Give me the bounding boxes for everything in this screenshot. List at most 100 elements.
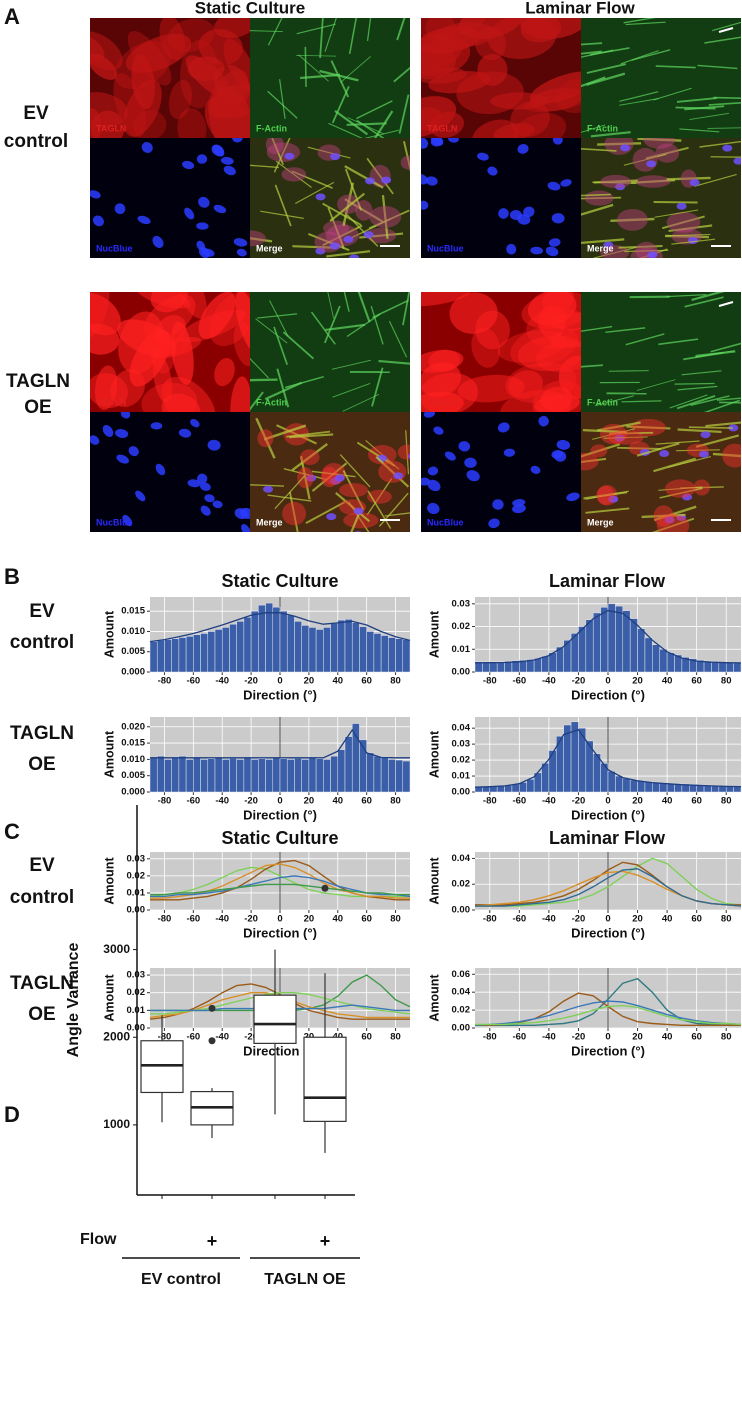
nucleus bbox=[393, 472, 404, 480]
group-label: EV control bbox=[141, 1271, 221, 1288]
fiber bbox=[610, 217, 655, 222]
y-tick-label: 0.010 bbox=[121, 626, 145, 637]
fiber bbox=[713, 96, 741, 100]
cell bbox=[665, 479, 696, 498]
fiber bbox=[250, 483, 285, 487]
nucleus bbox=[178, 428, 192, 438]
fiber bbox=[618, 245, 663, 249]
fiber bbox=[619, 91, 659, 102]
nucleus bbox=[547, 181, 561, 191]
row-label: TAGLN OE bbox=[10, 723, 74, 775]
nucleus bbox=[196, 222, 209, 230]
fiber bbox=[583, 491, 628, 500]
nucleus bbox=[137, 215, 151, 225]
fiber bbox=[697, 64, 738, 70]
x-tick-label: 40 bbox=[662, 796, 673, 807]
y-tick-label: 0.01 bbox=[127, 1005, 146, 1016]
x-tick-label: -60 bbox=[186, 676, 200, 687]
bar bbox=[388, 759, 396, 793]
fiber bbox=[636, 379, 676, 391]
fiber bbox=[331, 85, 350, 124]
x-tick-label: 40 bbox=[332, 914, 343, 925]
cell bbox=[314, 231, 344, 253]
image-background bbox=[581, 292, 741, 412]
bar bbox=[402, 639, 411, 673]
y-tick-label: 0.00 bbox=[452, 667, 471, 678]
cell bbox=[655, 143, 680, 163]
nucleus bbox=[689, 179, 700, 187]
fiber bbox=[669, 394, 708, 409]
cell bbox=[94, 365, 118, 411]
image-quadrant bbox=[581, 18, 741, 138]
nucleus bbox=[152, 235, 164, 249]
bar bbox=[380, 635, 389, 673]
fiber bbox=[581, 325, 613, 334]
bar bbox=[637, 628, 646, 673]
fiber bbox=[677, 428, 722, 434]
x-tick-label: 80 bbox=[390, 796, 401, 807]
nucleus bbox=[213, 144, 225, 157]
y-axis-label: Amount bbox=[102, 730, 116, 778]
nucleus bbox=[354, 531, 362, 532]
x-axis-label: Direction (°) bbox=[243, 807, 317, 822]
x-tick-label: -40 bbox=[542, 796, 556, 807]
fiber bbox=[625, 333, 665, 346]
fiber bbox=[342, 470, 365, 511]
channel-label: Merge bbox=[256, 517, 283, 527]
fiber bbox=[250, 29, 283, 33]
flow-arrow bbox=[718, 27, 734, 33]
nucleus bbox=[487, 166, 498, 176]
image-background bbox=[90, 138, 250, 258]
nucleus bbox=[458, 441, 471, 452]
fiber bbox=[342, 182, 355, 226]
nucleus bbox=[498, 208, 509, 219]
x-tick-label: -20 bbox=[244, 914, 258, 925]
fiber bbox=[286, 430, 331, 438]
fiber bbox=[625, 21, 666, 26]
nucleus bbox=[506, 243, 517, 255]
bar bbox=[600, 606, 609, 673]
bar bbox=[178, 637, 187, 673]
column-title: Static Culture bbox=[195, 0, 306, 17]
cell bbox=[257, 429, 274, 448]
nucleus bbox=[329, 242, 340, 250]
x-tick-label: 80 bbox=[390, 1032, 401, 1043]
fiber bbox=[371, 367, 384, 407]
x-tick-label: -40 bbox=[215, 676, 229, 687]
fiber bbox=[289, 433, 334, 439]
y-tick-label: 0.000 bbox=[121, 667, 145, 678]
y-tick-label: 2000 bbox=[103, 1029, 130, 1043]
micrograph: TAGLN F-Actin NucBlue Merge bbox=[90, 18, 410, 258]
y-tick-label: 0.06 bbox=[452, 969, 471, 980]
nucleus bbox=[603, 241, 614, 249]
cell bbox=[131, 54, 155, 110]
cell bbox=[281, 167, 307, 182]
x-tick-label: -80 bbox=[483, 1032, 497, 1043]
nucleus bbox=[421, 138, 429, 149]
nucleus bbox=[200, 505, 211, 516]
fit-curve bbox=[474, 729, 742, 788]
x-tick-label: 60 bbox=[361, 676, 372, 687]
cell bbox=[666, 211, 701, 233]
image-quadrant bbox=[581, 412, 741, 532]
x-tick-label: 40 bbox=[332, 796, 343, 807]
bar bbox=[156, 640, 165, 673]
bar bbox=[221, 759, 230, 793]
box bbox=[303, 1036, 347, 1122]
fiber bbox=[311, 470, 356, 478]
y-tick-label: 0.02 bbox=[452, 621, 471, 632]
cell bbox=[141, 382, 198, 412]
bar bbox=[330, 623, 339, 673]
bar bbox=[193, 757, 201, 793]
bar bbox=[402, 760, 411, 793]
x-axis-label: Direction (°) bbox=[571, 687, 645, 702]
cell bbox=[378, 460, 407, 483]
bar bbox=[563, 724, 572, 793]
bar bbox=[308, 757, 317, 793]
fiber bbox=[275, 160, 312, 188]
y-tick-label: 0.01 bbox=[452, 644, 471, 655]
nucleus bbox=[427, 502, 440, 515]
x-tick-label: 0 bbox=[605, 1032, 610, 1043]
x-tick-label: 0 bbox=[605, 676, 610, 687]
fiber bbox=[276, 424, 317, 445]
